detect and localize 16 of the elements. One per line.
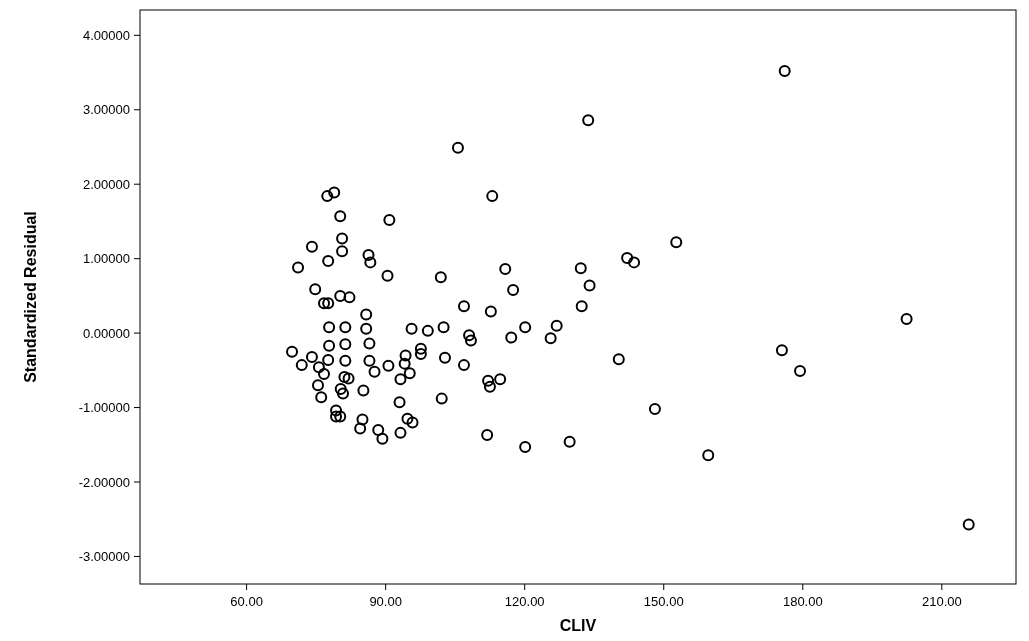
y-tick-label: 0.00000 (83, 325, 130, 341)
x-tick-label: 150.00 (643, 594, 684, 609)
x-tick-label: 180.00 (782, 594, 823, 609)
y-tick-label: 4.00000 (83, 27, 130, 43)
y-axis-title: Standardized Residual (22, 211, 39, 383)
x-axis-title: CLIV (559, 617, 597, 634)
x-tick-label: 210.00 (921, 594, 962, 609)
y-tick-label: -3.00000 (78, 549, 130, 564)
x-tick-label: 60.00 (230, 594, 263, 609)
y-tick-label: 1.00000 (83, 251, 130, 267)
y-tick-label: 2.00000 (83, 176, 130, 192)
x-tick-label: 90.00 (369, 594, 402, 609)
x-tick-label: 120.00 (504, 594, 545, 609)
y-tick-label: -2.00000 (78, 474, 130, 490)
y-tick-label: -1.00000 (78, 400, 130, 416)
y-tick-label: 3.00000 (83, 102, 130, 118)
